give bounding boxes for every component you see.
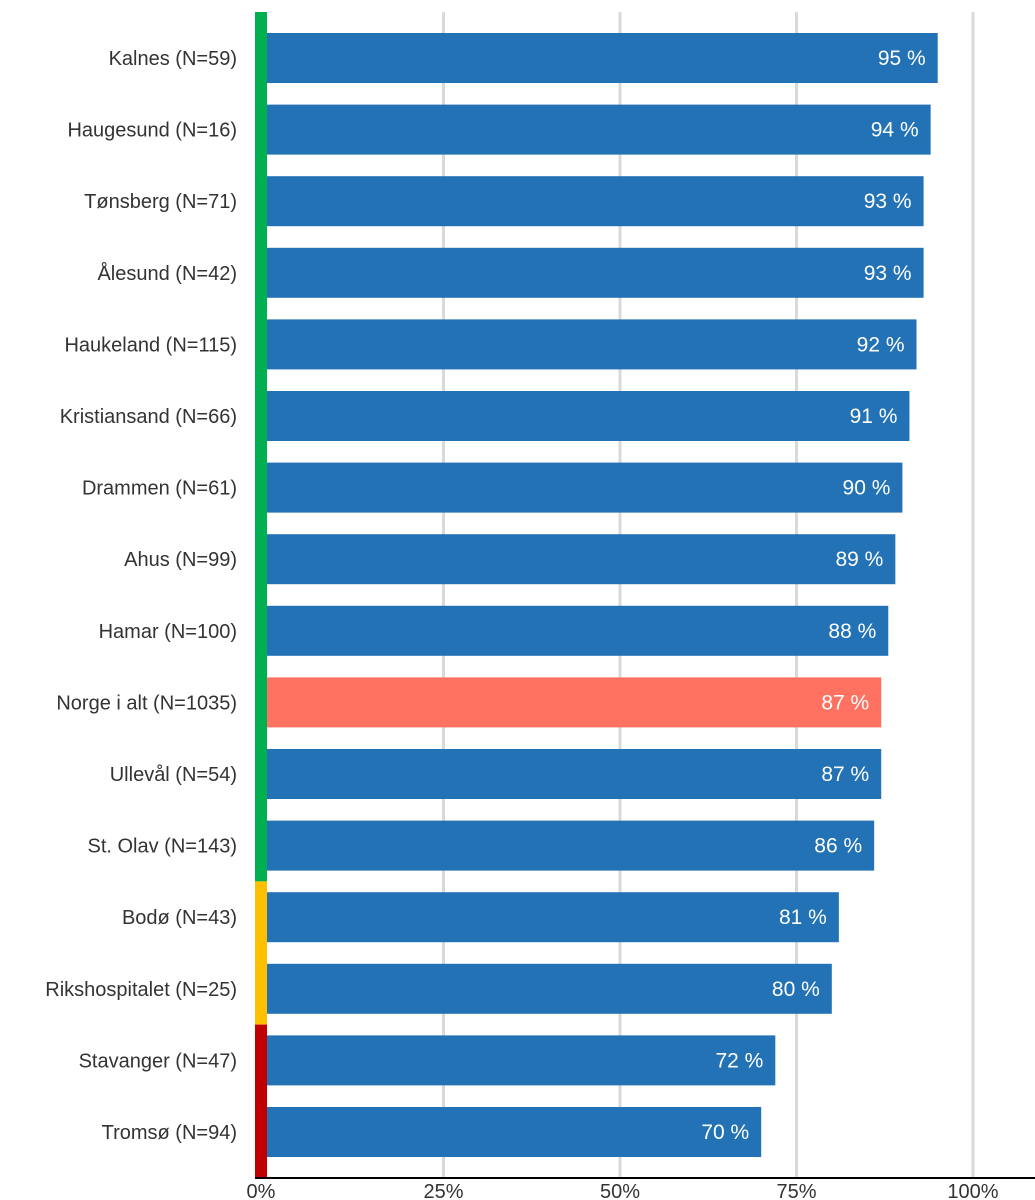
value-label-8: 88 %: [828, 620, 876, 643]
category-labels: Kalnes (N=59) Haugesund (N=16) Tønsberg (N…: [45, 48, 237, 1144]
value-label-5: 91 %: [850, 405, 898, 428]
value-label-1: 94 %: [871, 119, 919, 142]
value-label-9: 87 %: [821, 691, 869, 714]
gridline-50: [618, 12, 622, 1177]
target-bands: [255, 12, 267, 1177]
bars: [267, 33, 938, 1157]
bar-0: [267, 33, 938, 83]
value-label-11: 86 %: [814, 835, 862, 858]
value-label-14: 72 %: [715, 1049, 763, 1072]
value-label-12: 81 %: [779, 906, 827, 929]
category-label-8: Hamar (N=100): [99, 621, 237, 643]
target-band-2: [255, 1024, 267, 1177]
category-label-12: Bodø (N=43): [122, 907, 237, 929]
value-label-2: 93 %: [864, 190, 912, 213]
category-label-0: Kalnes (N=59): [109, 48, 237, 70]
x-tick-label-25: 25%: [423, 1181, 463, 1200]
gridline-25: [442, 12, 445, 1177]
bar-3: [267, 247, 924, 298]
category-label-6: Drammen (N=61): [82, 478, 237, 500]
grid-lines: [442, 12, 975, 1177]
category-label-4: Haukeland (N=115): [64, 334, 237, 356]
category-label-13: Rikshospitalet (N=25): [45, 979, 237, 1001]
bar-8: [267, 605, 889, 656]
gridline-75: [795, 12, 798, 1177]
category-label-15: Tromsø (N=94): [102, 1122, 237, 1144]
x-tick-label-50: 50%: [600, 1181, 640, 1200]
bar-11: [267, 820, 875, 871]
bar-2: [267, 176, 924, 227]
bar-14: [267, 1035, 776, 1086]
bar-13: [267, 963, 832, 1014]
target-band-1: [255, 881, 267, 1025]
x-axis: [255, 1177, 1035, 1179]
category-label-9: Norge i alt (N=1035): [56, 692, 237, 714]
category-label-2: Tønsberg (N=71): [84, 191, 237, 213]
x-tick-label-0: 0%: [247, 1181, 276, 1200]
bar-5: [267, 391, 910, 441]
x-tick-labels: 0% 25% 50% 75% 100%: [247, 1181, 999, 1200]
gridline-100: [971, 12, 975, 1177]
bar-1: [267, 104, 931, 155]
bar-4: [267, 319, 917, 370]
bar-12: [267, 892, 839, 943]
value-label-15: 70 %: [701, 1121, 749, 1144]
bar-9: [267, 677, 882, 728]
category-label-3: Ålesund (N=42): [97, 262, 237, 285]
category-label-1: Haugesund (N=16): [67, 120, 237, 142]
value-label-10: 87 %: [821, 763, 869, 786]
bar-15: [267, 1107, 762, 1157]
value-label-7: 89 %: [835, 548, 883, 571]
category-label-7: Ahus (N=99): [124, 549, 237, 571]
x-tick-label-100: 100%: [947, 1181, 998, 1200]
category-label-14: Stavanger (N=47): [79, 1050, 237, 1072]
value-label-6: 90 %: [843, 477, 891, 500]
category-label-11: St. Olav (N=143): [87, 836, 237, 858]
target-band-0: [255, 12, 267, 882]
x-axis-line: [255, 1177, 1035, 1179]
value-label-0: 95 %: [878, 47, 926, 70]
bar-7: [267, 534, 896, 585]
value-label-3: 93 %: [864, 262, 912, 285]
value-label-4: 92 %: [857, 333, 905, 356]
category-label-10: Ullevål (N=54): [110, 764, 237, 786]
value-labels: 95 % 94 % 93 % 93 % 92 % 91 % 90 % 89 % 88 % 87 %…: [701, 47, 925, 1144]
bar-6: [267, 462, 903, 513]
category-label-5: Kristiansand (N=66): [60, 406, 237, 428]
x-tick-label-75: 75%: [776, 1181, 816, 1200]
value-label-13: 80 %: [772, 978, 820, 1001]
bar-10: [267, 749, 882, 799]
